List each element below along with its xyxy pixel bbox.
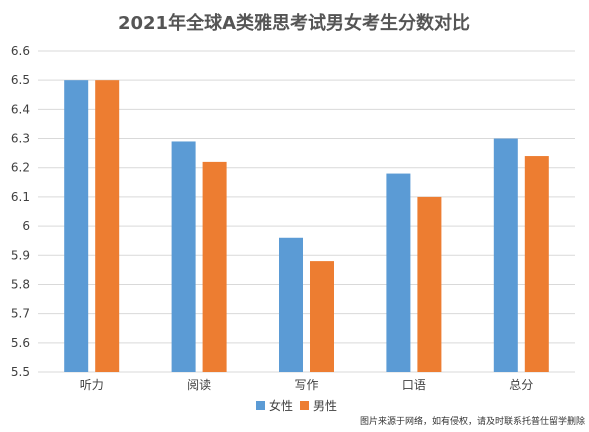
legend-label: 男性 <box>313 399 337 413</box>
y-tick-label: 5.5 <box>11 365 30 379</box>
y-tick-label: 6.6 <box>11 44 30 58</box>
chart-title: 2021年全球A类雅思考试男女考生分数对比 <box>118 12 470 34</box>
bar-男性-口语 <box>417 196 442 372</box>
bars <box>64 80 549 372</box>
watermark: 图片来源于网络，如有侵权，请及时联系托普仕留学删除 <box>360 415 585 427</box>
bar-男性-听力 <box>95 80 120 372</box>
legend-swatch <box>300 401 309 410</box>
x-tick-label: 总分 <box>509 378 533 392</box>
x-tick-label: 口语 <box>402 378 426 392</box>
bar-男性-写作 <box>310 261 334 372</box>
legend: 女性 男性 <box>256 398 337 413</box>
y-axis-ticks: 5.5 5.6 5.7 5.8 5.9 6 6.1 6.2 6.3 6.4 6.5 6.6 <box>11 44 30 379</box>
y-tick-label: 6 <box>22 219 30 233</box>
bar-女性-听力 <box>64 80 89 372</box>
x-tick-label: 听力 <box>80 378 104 392</box>
gridlines <box>38 50 575 373</box>
y-tick-label: 6.5 <box>11 73 30 87</box>
x-axis-labels: 听力 阅读 写作 口语 总分 <box>80 378 534 392</box>
legend-label: 女性 <box>269 398 293 413</box>
y-tick-label: 5.6 <box>11 336 30 350</box>
y-tick-label: 6.3 <box>11 132 30 146</box>
y-tick-label: 6.2 <box>11 161 30 175</box>
y-tick-label: 5.9 <box>11 248 30 262</box>
x-tick-label: 阅读 <box>187 378 211 392</box>
bar-女性-总分 <box>493 138 518 372</box>
y-tick-label: 6.4 <box>11 102 30 116</box>
bar-男性-总分 <box>524 156 549 372</box>
bar-女性-阅读 <box>171 141 196 372</box>
y-tick-label: 5.8 <box>11 277 30 291</box>
legend-swatch <box>256 401 265 410</box>
y-tick-label: 5.7 <box>11 307 30 321</box>
bar-女性-口语 <box>386 173 411 372</box>
x-tick-label: 写作 <box>294 378 318 392</box>
bar-女性-写作 <box>279 237 303 372</box>
y-tick-label: 6.1 <box>11 190 30 204</box>
bar-男性-阅读 <box>202 161 227 372</box>
